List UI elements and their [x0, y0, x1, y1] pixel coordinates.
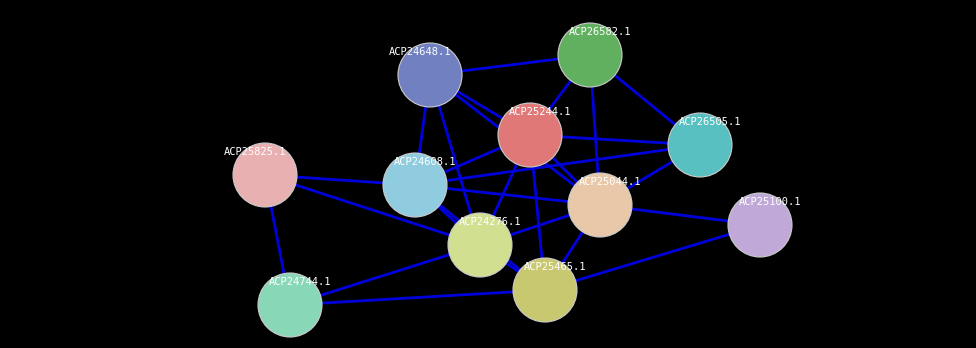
Ellipse shape — [728, 193, 792, 257]
Text: ACP24276.1: ACP24276.1 — [459, 217, 521, 227]
Text: ACP25044.1: ACP25044.1 — [579, 177, 641, 187]
Ellipse shape — [498, 103, 562, 167]
Ellipse shape — [383, 153, 447, 217]
Text: ACP26505.1: ACP26505.1 — [678, 117, 741, 127]
Ellipse shape — [668, 113, 732, 177]
Text: ACP25465.1: ACP25465.1 — [524, 262, 587, 272]
Text: ACP26582.1: ACP26582.1 — [569, 27, 631, 37]
Text: ACP24608.1: ACP24608.1 — [393, 157, 456, 167]
Ellipse shape — [398, 43, 462, 107]
Ellipse shape — [513, 258, 577, 322]
Ellipse shape — [233, 143, 297, 207]
Ellipse shape — [568, 173, 632, 237]
Text: ACP25244.1: ACP25244.1 — [508, 107, 571, 117]
Ellipse shape — [558, 23, 622, 87]
Text: ACP25825.1: ACP25825.1 — [224, 147, 286, 157]
Ellipse shape — [258, 273, 322, 337]
Text: ACP24648.1: ACP24648.1 — [388, 47, 451, 57]
Ellipse shape — [448, 213, 512, 277]
Text: ACP25100.1: ACP25100.1 — [739, 197, 801, 207]
Text: ACP24744.1: ACP24744.1 — [268, 277, 331, 287]
